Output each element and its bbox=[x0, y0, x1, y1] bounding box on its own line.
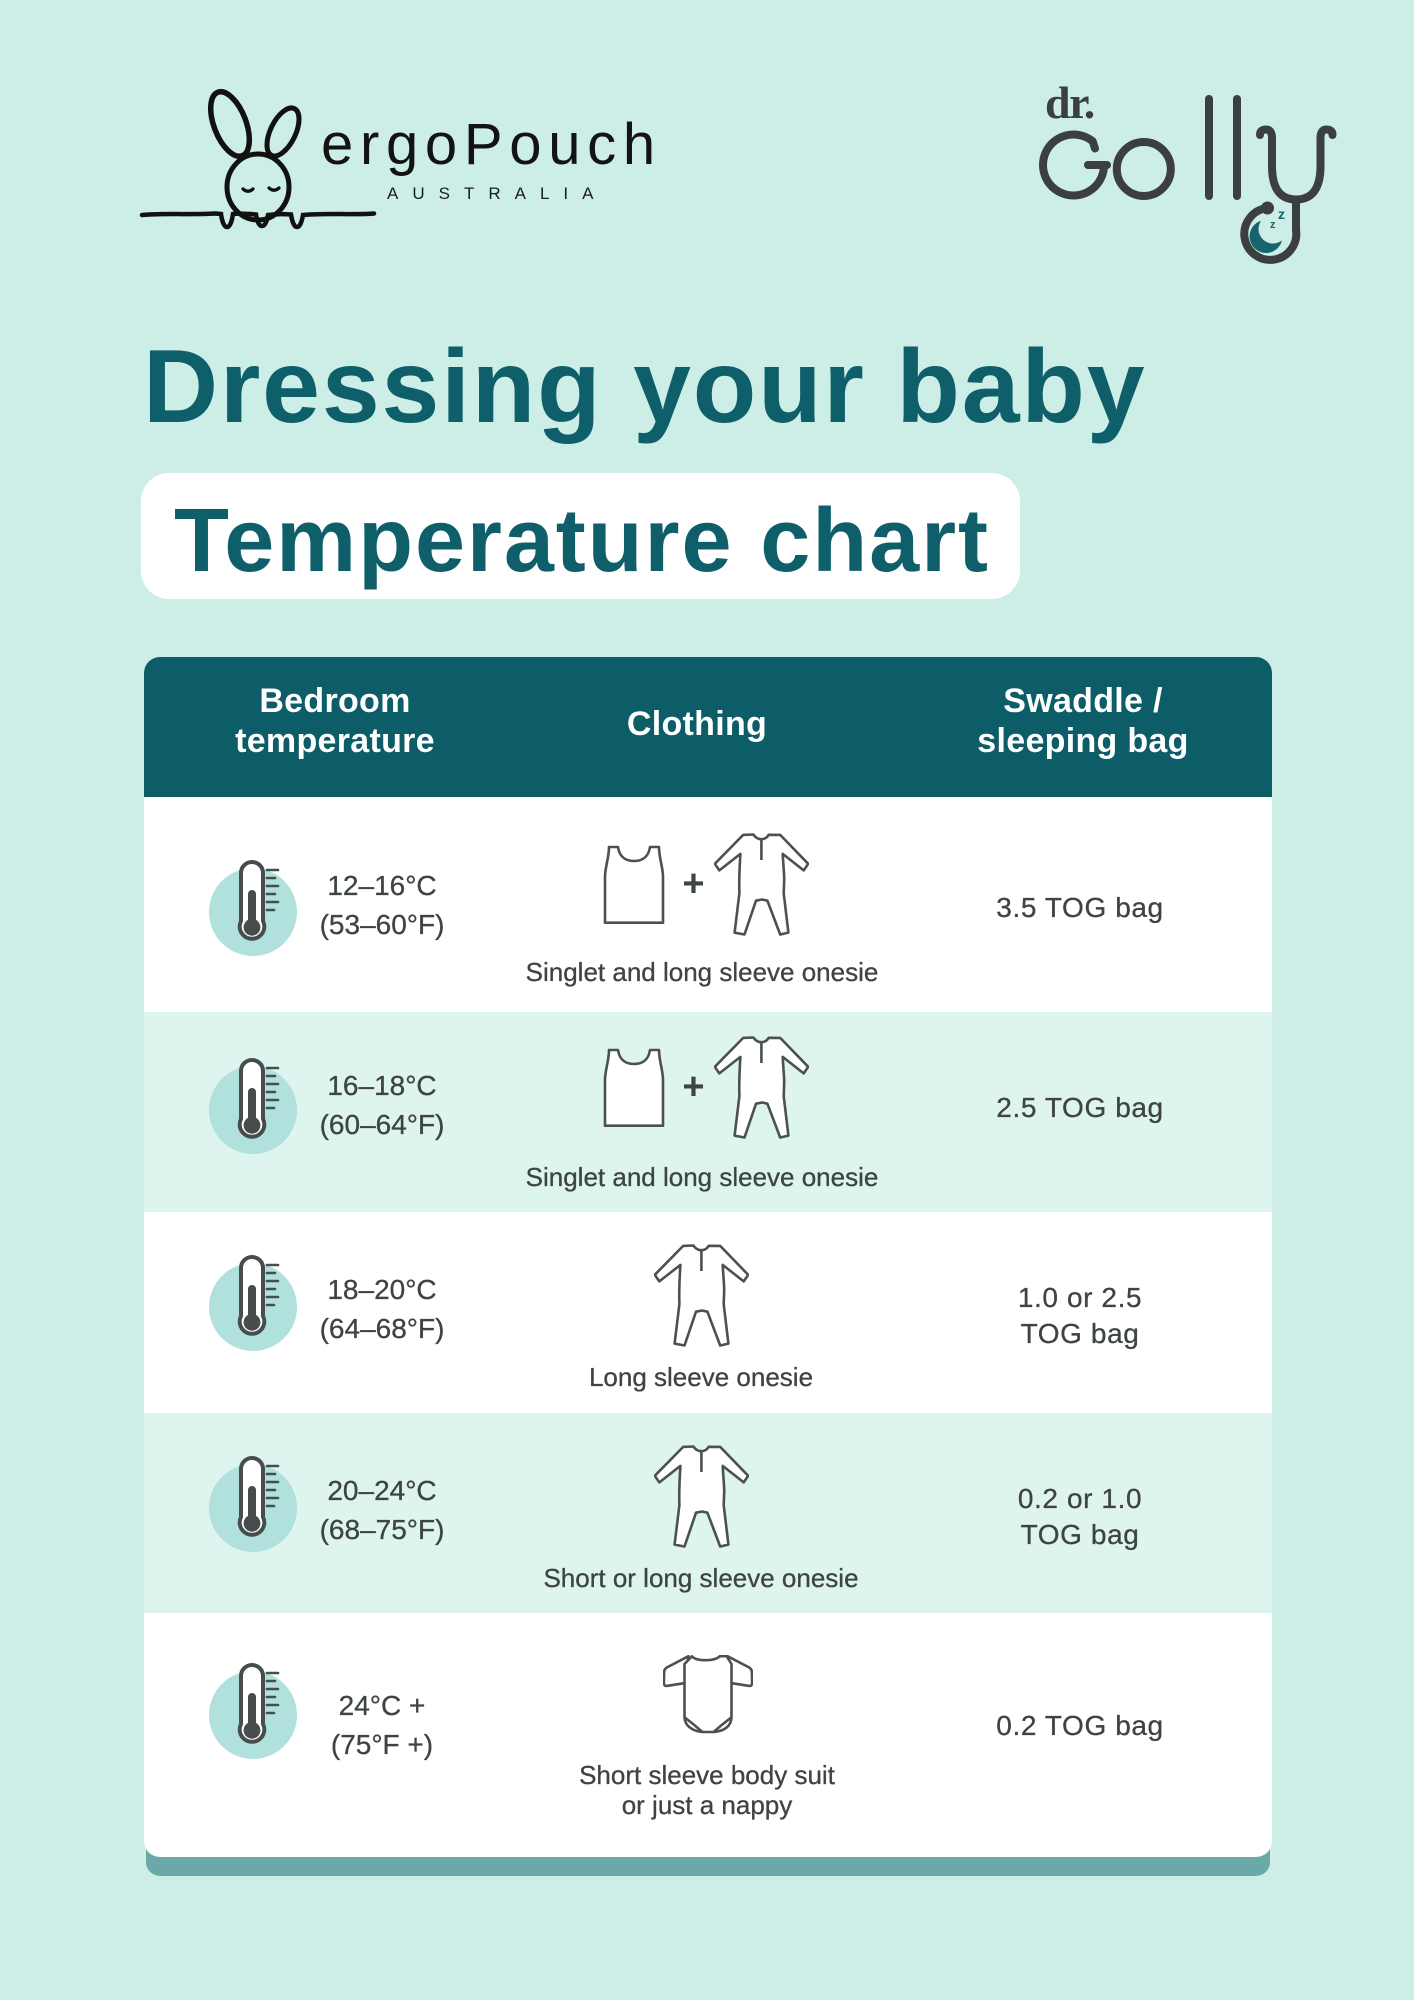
svg-text:z: z bbox=[1270, 219, 1276, 231]
svg-text:z: z bbox=[1278, 206, 1285, 222]
svg-text:dr.: dr. bbox=[1045, 78, 1094, 128]
